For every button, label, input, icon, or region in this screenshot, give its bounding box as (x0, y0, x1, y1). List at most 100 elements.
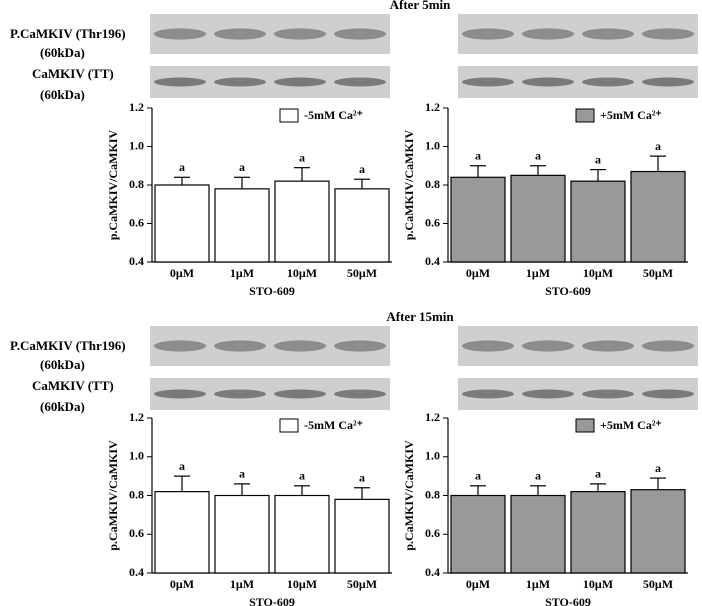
blot-band (214, 340, 266, 352)
significance-label: a (299, 150, 305, 164)
significance-label: a (595, 467, 601, 481)
bar (630, 170, 686, 263)
x-axis-label: STO-609 (545, 595, 591, 606)
x-tick-label: 0μM (466, 266, 490, 280)
legend-label: -5mM Ca²⁺ (304, 108, 363, 122)
x-axis-label: STO-609 (249, 595, 295, 606)
y-tick-label: 1.0 (129, 138, 144, 152)
y-tick-label: 1.2 (129, 410, 144, 424)
x-tick-label: 50μM (347, 266, 377, 280)
x-tick-label: 10μM (287, 266, 317, 280)
significance-label: a (299, 469, 305, 483)
bar (510, 494, 566, 574)
significance-label: a (239, 467, 245, 481)
y-tick-label: 1.0 (425, 138, 440, 152)
blot-label: P.CaMKIV (Thr196) (10, 26, 126, 41)
blot-label: (60kDa) (40, 399, 85, 414)
bar (570, 491, 626, 574)
bar (510, 174, 566, 263)
significance-label: a (595, 152, 601, 166)
significance-label: a (655, 461, 661, 475)
y-tick-label: 1.2 (425, 410, 440, 424)
blot-band (642, 389, 694, 399)
blot-band (274, 389, 326, 399)
y-tick-label: 0.6 (425, 526, 440, 540)
significance-label: a (535, 149, 541, 163)
blot-label: CaMKIV (TT) (32, 378, 114, 393)
bar (154, 184, 210, 263)
y-axis-label: p.CaMKIV/CaMKIV (106, 440, 120, 551)
x-tick-label: 50μM (643, 577, 673, 591)
blot-band (334, 389, 386, 399)
significance-label: a (535, 469, 541, 483)
blot-band (214, 77, 266, 87)
x-axis-label: STO-609 (249, 284, 295, 298)
bar (274, 180, 330, 263)
significance-label: a (179, 459, 185, 473)
y-tick-label: 0.6 (129, 215, 144, 229)
bar (214, 188, 270, 263)
blot-label: P.CaMKIV (Thr196) (10, 338, 126, 353)
x-tick-label: 10μM (583, 577, 613, 591)
blot-band (334, 77, 386, 87)
x-tick-label: 1μM (526, 577, 550, 591)
y-tick-label: 0.8 (129, 487, 144, 501)
y-axis-label: p.CaMKIV/CaMKIV (106, 130, 120, 241)
bar (630, 489, 686, 574)
y-tick-label: 0.4 (425, 565, 440, 579)
blot-band (274, 340, 326, 352)
legend-label: +5mM Ca²⁺ (600, 108, 662, 122)
x-tick-label: 50μM (347, 577, 377, 591)
significance-label: a (179, 160, 185, 174)
bar (154, 491, 210, 574)
significance-label: a (359, 162, 365, 176)
blot-band (334, 340, 386, 352)
legend-swatch (279, 108, 299, 123)
y-tick-label: 0.8 (425, 487, 440, 501)
blot-band (522, 340, 574, 352)
blot-label: (60kDa) (40, 357, 85, 372)
y-tick-label: 0.4 (129, 254, 144, 268)
significance-label: a (359, 471, 365, 485)
y-tick-label: 0.6 (129, 526, 144, 540)
x-tick-label: 0μM (466, 577, 490, 591)
bar (570, 180, 626, 263)
blot-band (582, 340, 634, 352)
y-tick-label: 0.4 (425, 254, 440, 268)
bar (274, 494, 330, 574)
significance-label: a (239, 160, 245, 174)
x-tick-label: 1μM (230, 577, 254, 591)
legend-label: +5mM Ca²⁺ (600, 418, 662, 432)
x-tick-label: 0μM (170, 266, 194, 280)
x-tick-label: 0μM (170, 577, 194, 591)
blot-band (522, 28, 574, 40)
bar (450, 176, 506, 263)
legend-swatch (575, 108, 595, 123)
blot-band (462, 28, 514, 40)
blot-band (154, 77, 206, 87)
legend-label: -5mM Ca²⁺ (304, 418, 363, 432)
blot-band (154, 28, 206, 40)
blot-band (582, 28, 634, 40)
y-tick-label: 1.2 (129, 100, 144, 114)
y-axis-label: p.CaMKIV/CaMKIV (402, 130, 416, 241)
blot-band (642, 28, 694, 40)
x-tick-label: 10μM (583, 266, 613, 280)
blot-band (462, 77, 514, 87)
legend-swatch (279, 418, 299, 433)
blot-band (274, 77, 326, 87)
blot-label: CaMKIV (TT) (32, 66, 114, 81)
y-tick-label: 1.2 (425, 100, 440, 114)
blot-band (522, 77, 574, 87)
blot-band (582, 77, 634, 87)
blot-band (462, 389, 514, 399)
bar (450, 494, 506, 574)
x-tick-label: 10μM (287, 577, 317, 591)
y-tick-label: 0.8 (129, 177, 144, 191)
blot-band (642, 77, 694, 87)
blot-band (334, 28, 386, 40)
blot-band (462, 340, 514, 352)
y-tick-label: 1.0 (425, 449, 440, 463)
legend-swatch (575, 418, 595, 433)
